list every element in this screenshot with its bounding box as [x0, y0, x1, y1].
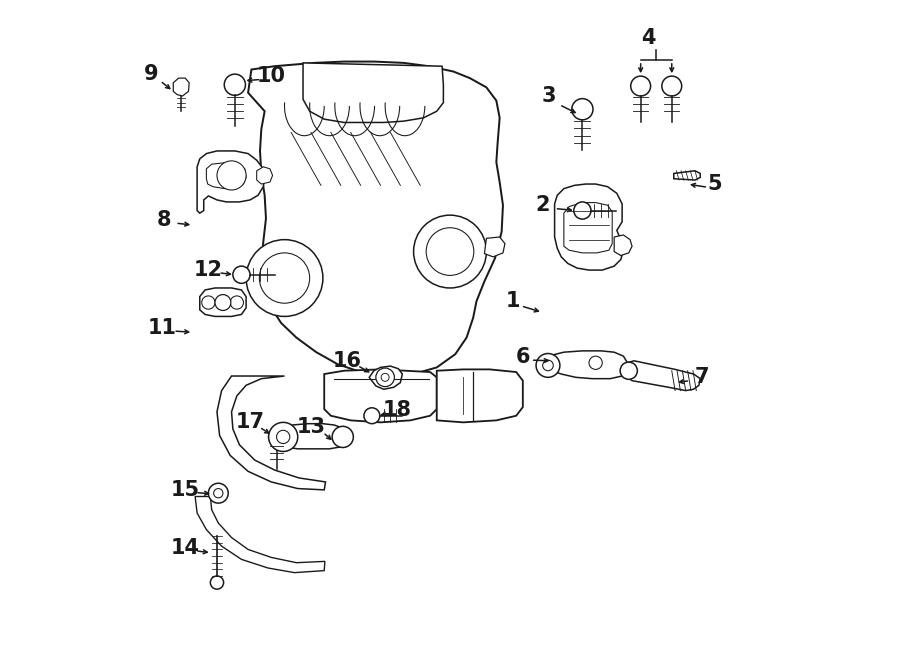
Polygon shape [436, 369, 523, 422]
Polygon shape [626, 361, 700, 391]
Polygon shape [554, 184, 624, 270]
Circle shape [268, 429, 284, 445]
Circle shape [276, 430, 290, 444]
Text: 18: 18 [382, 401, 411, 420]
Circle shape [376, 368, 394, 387]
Circle shape [215, 295, 231, 310]
Polygon shape [324, 369, 436, 422]
Text: 12: 12 [194, 260, 223, 280]
Polygon shape [303, 63, 444, 122]
Polygon shape [484, 237, 505, 257]
Circle shape [414, 215, 486, 288]
Text: 13: 13 [296, 417, 326, 437]
Circle shape [202, 296, 215, 309]
Circle shape [589, 356, 602, 369]
Polygon shape [256, 167, 273, 184]
Circle shape [536, 354, 560, 377]
Circle shape [213, 489, 223, 498]
Text: 3: 3 [542, 86, 556, 106]
Text: 7: 7 [694, 367, 709, 387]
Circle shape [662, 76, 681, 96]
Circle shape [382, 373, 389, 381]
Circle shape [211, 576, 223, 589]
Circle shape [543, 360, 553, 371]
Circle shape [259, 253, 310, 303]
Text: 16: 16 [333, 351, 362, 371]
Circle shape [572, 99, 593, 120]
Text: 15: 15 [171, 480, 200, 500]
Circle shape [332, 426, 354, 448]
Text: 5: 5 [707, 174, 722, 194]
Polygon shape [217, 376, 326, 490]
Polygon shape [542, 351, 627, 379]
Polygon shape [369, 366, 402, 389]
Polygon shape [197, 151, 265, 213]
Text: 14: 14 [171, 538, 200, 558]
Circle shape [620, 362, 637, 379]
Polygon shape [195, 496, 325, 573]
Text: 9: 9 [143, 64, 158, 84]
Circle shape [364, 408, 380, 424]
Text: 1: 1 [506, 291, 520, 311]
Text: 10: 10 [256, 66, 286, 86]
Polygon shape [200, 288, 246, 316]
Text: 4: 4 [642, 28, 656, 48]
Polygon shape [174, 78, 189, 96]
Circle shape [246, 240, 323, 316]
Circle shape [574, 202, 591, 219]
Polygon shape [206, 163, 246, 189]
Text: 2: 2 [536, 195, 550, 215]
Text: 6: 6 [516, 348, 530, 367]
Circle shape [230, 296, 244, 309]
Circle shape [631, 76, 651, 96]
Polygon shape [273, 424, 349, 449]
Polygon shape [674, 171, 700, 180]
Circle shape [268, 422, 298, 451]
Text: 8: 8 [157, 210, 171, 230]
Polygon shape [614, 235, 632, 256]
Text: 11: 11 [148, 318, 176, 338]
Circle shape [224, 74, 246, 95]
Circle shape [233, 266, 250, 283]
Text: 17: 17 [236, 412, 265, 432]
Circle shape [217, 161, 246, 190]
Circle shape [209, 483, 229, 503]
Circle shape [427, 228, 473, 275]
Polygon shape [564, 203, 612, 253]
Polygon shape [248, 62, 503, 376]
